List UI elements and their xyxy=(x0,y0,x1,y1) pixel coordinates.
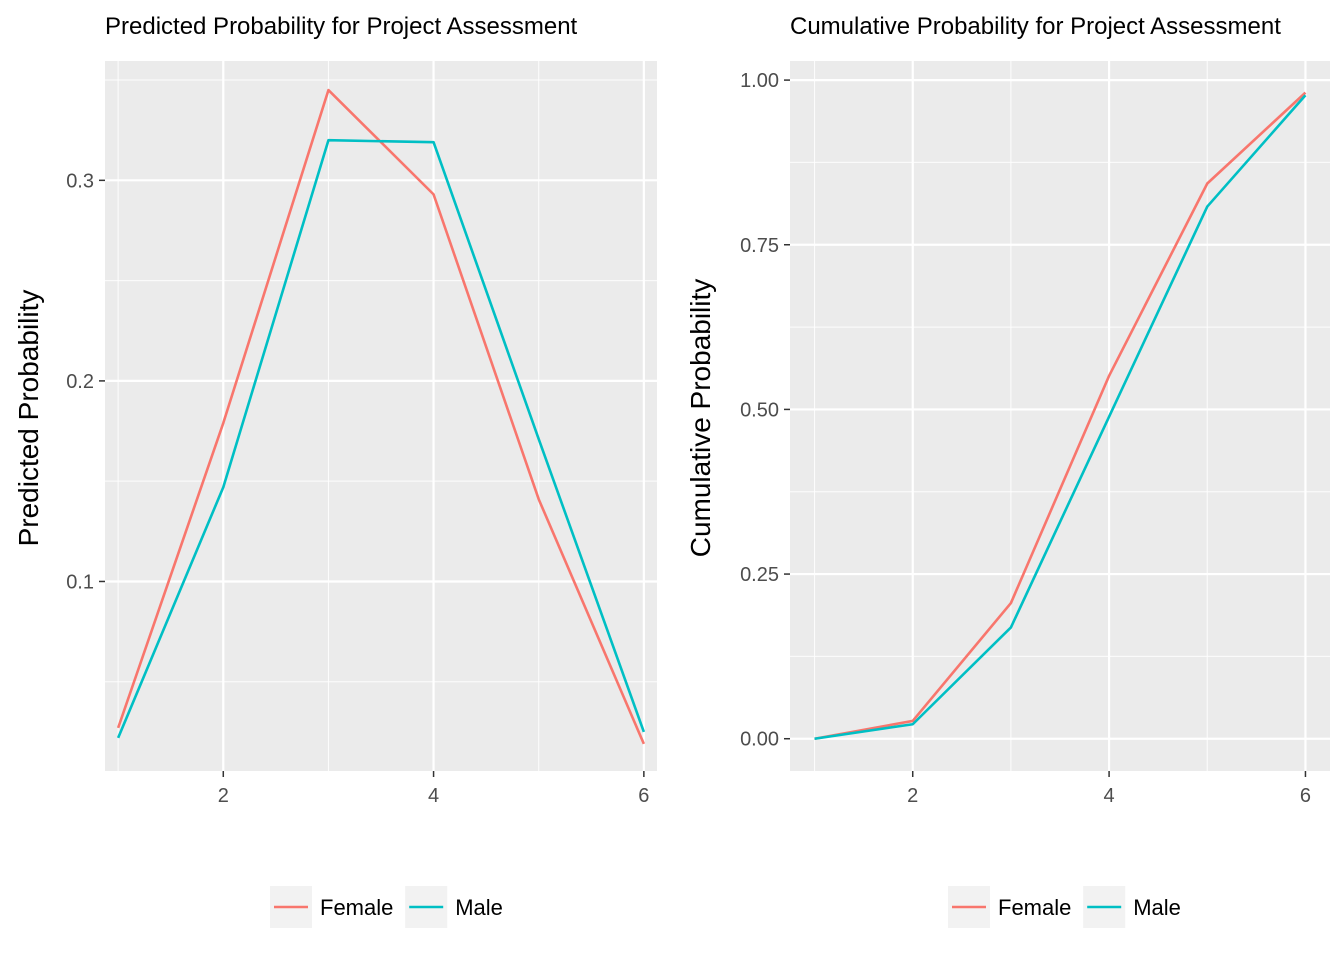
y-tick-label: 0.00 xyxy=(740,729,779,751)
cumulative-probability-chart: Cumulative Probability for Project Asses… xyxy=(685,13,1330,928)
y-axis-label: Cumulative Probability xyxy=(685,279,716,558)
legend-label: Female xyxy=(320,895,393,920)
y-tick-label: 1.00 xyxy=(740,70,779,92)
series-line-female xyxy=(814,91,1307,741)
x-tick-label: 4 xyxy=(428,785,439,807)
plot-area: 2 4 6 0.00 0.25 0.50 0.75 1.00 xyxy=(740,61,1330,807)
x-tick-label: 4 xyxy=(1104,785,1115,807)
y-tick-label: 0.1 xyxy=(66,571,94,593)
legend-label: Male xyxy=(455,895,503,920)
y-tick-label: 0.50 xyxy=(740,399,779,421)
series-line-male xyxy=(814,94,1307,741)
x-tick-label: 6 xyxy=(1300,785,1311,807)
x-tick-label: 2 xyxy=(907,785,918,807)
predicted-probability-chart: Predicted Probability for Project Assess… xyxy=(13,13,657,928)
legend-label: Female xyxy=(998,895,1071,920)
legend-label: Male xyxy=(1133,895,1181,920)
x-tick-label: 6 xyxy=(638,785,649,807)
legend: Female Male xyxy=(270,886,503,928)
y-tick-label: 0.3 xyxy=(66,170,94,192)
y-tick-label: 0.75 xyxy=(740,235,779,257)
plot-background xyxy=(790,61,1330,771)
chart-title: Cumulative Probability for Project Asses… xyxy=(790,13,1281,40)
legend: Female Male xyxy=(948,886,1181,928)
x-tick-label: 2 xyxy=(218,785,229,807)
chart-title: Predicted Probability for Project Assess… xyxy=(105,13,578,40)
y-tick-label: 0.25 xyxy=(740,564,779,586)
plot-area: 2 4 6 0.1 0.2 0.3 xyxy=(66,61,657,807)
y-tick-label: 0.2 xyxy=(66,371,94,393)
y-axis-label: Predicted Probability xyxy=(13,290,44,547)
series-line-male xyxy=(116,138,646,739)
plot-background xyxy=(105,61,657,771)
